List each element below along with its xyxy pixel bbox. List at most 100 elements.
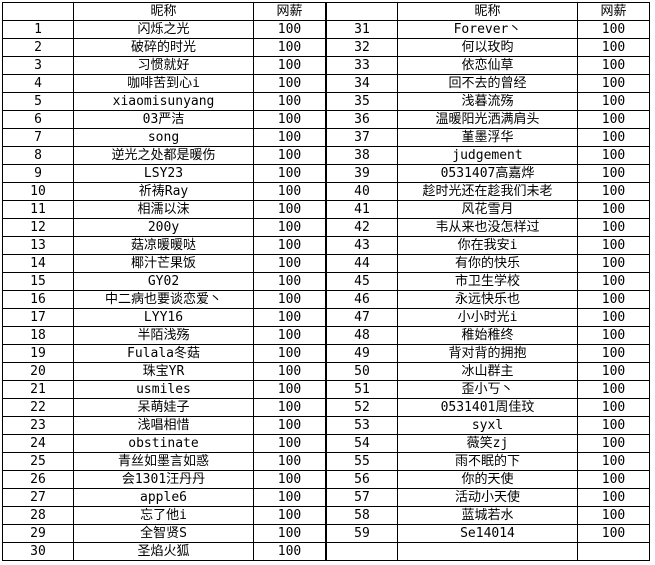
row-nickname: 菇凉暖暖哒 (73, 236, 254, 255)
table-row: 19 Fulala冬菇 100 (2, 344, 326, 363)
row-nickname: 浅唱相惜 (73, 416, 254, 435)
row-index: 17 (2, 308, 74, 327)
table-row: 44 有你的快乐 100 (326, 254, 650, 273)
row-index: 56 (326, 470, 398, 489)
row-nickname: Fulala冬菇 (73, 344, 254, 363)
table-row: 6 03严洁 100 (2, 110, 326, 129)
row-salary: 100 (577, 398, 650, 417)
row-index: 40 (326, 182, 398, 201)
row-salary: 100 (253, 182, 326, 201)
header-salary: 网薪 (577, 2, 650, 21)
row-salary: 100 (253, 398, 326, 417)
row-nickname: 薇笑zj (397, 434, 578, 453)
row-salary: 100 (253, 20, 326, 39)
row-nickname: 稚始稚终 (397, 326, 578, 345)
row-index: 54 (326, 434, 398, 453)
table-row: 34 回不去的曾经 100 (326, 74, 650, 93)
ranking-table-right: 昵称 网薪 31 Forever丶 100 32 何以玫昀 100 33 依恋仙草 100 34 回… (326, 2, 650, 561)
table-row: 16 中二病也要谈恋爱丶 100 (2, 290, 326, 309)
row-index: 5 (2, 92, 74, 111)
row-index: 43 (326, 236, 398, 255)
row-nickname: 会1301汪丹丹 (73, 470, 254, 489)
row-index: 6 (2, 110, 74, 129)
row-nickname: GY02 (73, 272, 254, 291)
row-index: 35 (326, 92, 398, 111)
row-index: 26 (2, 470, 74, 489)
row-index: 23 (2, 416, 74, 435)
row-index: 33 (326, 56, 398, 75)
table-row: 22 呆萌娃子 100 (2, 398, 326, 417)
table-row: 32 何以玫昀 100 (326, 38, 650, 57)
row-nickname: 相濡以沫 (73, 200, 254, 219)
header-salary: 网薪 (253, 2, 326, 21)
row-index: 21 (2, 380, 74, 399)
row-salary: 100 (253, 74, 326, 93)
table-row: 47 小小时光i 100 (326, 308, 650, 327)
header-row: 昵称 网薪 (326, 2, 650, 21)
header-nickname: 昵称 (73, 2, 254, 21)
row-index: 15 (2, 272, 74, 291)
row-index: 11 (2, 200, 74, 219)
row-nickname: 温暖阳光洒满肩头 (397, 110, 578, 129)
row-index: 57 (326, 488, 398, 507)
row-nickname (397, 542, 578, 561)
row-index: 25 (2, 452, 74, 471)
table-row: 18 半陌浅殇 100 (2, 326, 326, 345)
table-row: 31 Forever丶 100 (326, 20, 650, 39)
row-index: 53 (326, 416, 398, 435)
row-index: 44 (326, 254, 398, 273)
row-nickname: 0531407高嘉烨 (397, 164, 578, 183)
row-index: 24 (2, 434, 74, 453)
row-nickname: LYY16 (73, 308, 254, 327)
row-nickname: 半陌浅殇 (73, 326, 254, 345)
row-index: 58 (326, 506, 398, 525)
row-index: 28 (2, 506, 74, 525)
row-index: 1 (2, 20, 74, 39)
table-row: 58 蓝城若水 100 (326, 506, 650, 525)
row-nickname: 闪烁之光 (73, 20, 254, 39)
row-index: 31 (326, 20, 398, 39)
row-salary: 100 (253, 506, 326, 525)
row-salary: 100 (577, 380, 650, 399)
row-nickname: xiaomisunyang (73, 92, 254, 111)
row-nickname: obstinate (73, 434, 254, 453)
table-row: 39 0531407高嘉烨 100 (326, 164, 650, 183)
table-row: 46 永远快乐也 100 (326, 290, 650, 309)
table-row: 43 你在我安i 100 (326, 236, 650, 255)
row-index: 30 (2, 542, 74, 561)
row-salary: 100 (253, 380, 326, 399)
table-row: 42 韦从来也没怎样过 100 (326, 218, 650, 237)
row-salary (577, 542, 650, 561)
table-row: 7 song 100 (2, 128, 326, 147)
row-salary: 100 (253, 272, 326, 291)
table-row: 29 全智贤S 100 (2, 524, 326, 543)
row-nickname: apple6 (73, 488, 254, 507)
table-row: 23 浅唱相惜 100 (2, 416, 326, 435)
table-row: 40 趁时光还在趁我们未老 100 (326, 182, 650, 201)
row-nickname: 200y (73, 218, 254, 237)
row-nickname: syxl (397, 416, 578, 435)
row-salary: 100 (253, 254, 326, 273)
table-row: 41 风花雪月 100 (326, 200, 650, 219)
table-row: 27 apple6 100 (2, 488, 326, 507)
row-salary: 100 (253, 326, 326, 345)
row-salary: 100 (253, 92, 326, 111)
row-index: 16 (2, 290, 74, 309)
row-index: 10 (2, 182, 74, 201)
row-nickname: 03严洁 (73, 110, 254, 129)
row-index: 59 (326, 524, 398, 543)
table-row: 8 逆光之处都是暖伤 100 (2, 146, 326, 165)
row-nickname: 破碎的时光 (73, 38, 254, 57)
row-nickname: 0531401周佳玟 (397, 398, 578, 417)
row-nickname: song (73, 128, 254, 147)
row-salary: 100 (253, 128, 326, 147)
table-row: 35 浅暮流殇 100 (326, 92, 650, 111)
row-salary: 100 (577, 146, 650, 165)
row-salary: 100 (577, 308, 650, 327)
table-row: 28 忘了他i 100 (2, 506, 326, 525)
row-index: 50 (326, 362, 398, 381)
row-salary: 100 (577, 452, 650, 471)
row-nickname: 堇墨浮华 (397, 128, 578, 147)
row-index: 41 (326, 200, 398, 219)
row-salary: 100 (577, 326, 650, 345)
